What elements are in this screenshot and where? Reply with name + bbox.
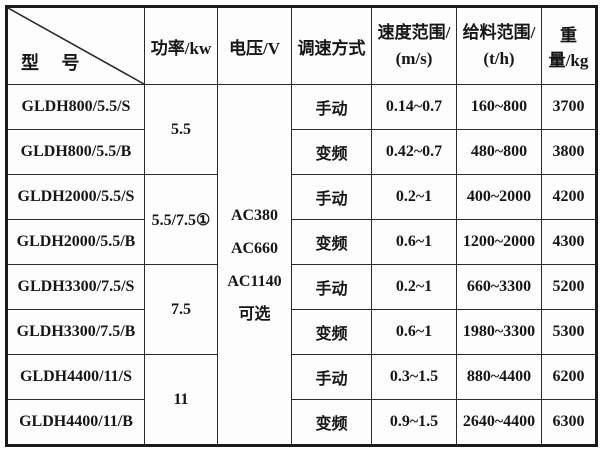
header-power: 功率/kw — [144, 6, 218, 85]
model-cell: GLDH800/5.5/S — [6, 84, 145, 130]
model-cell: GLDH2000/5.5/S — [6, 174, 145, 220]
voltage-line: AC660 — [230, 239, 279, 257]
mode-cell: 变频 — [291, 399, 372, 446]
speed-cell: 0.2~1 — [371, 174, 457, 220]
weight-cell: 3700 — [541, 84, 597, 130]
mode-cell: 手动 — [291, 84, 372, 130]
feed-cell: 880~4400 — [456, 354, 542, 400]
header-speed-line1: 速度范围/ — [377, 23, 451, 42]
feed-cell: 1200~2000 — [456, 219, 542, 265]
speed-cell: 0.42~0.7 — [371, 129, 457, 175]
table-row: GLDH800/5.5/S 5.5 AC380 AC660 AC1140 可选 … — [6, 84, 597, 446]
speed-cell: 0.3~1.5 — [371, 354, 457, 400]
table-row: GLDH800/5.5/B 变频 0.42~0.7 480~800 3800 — [6, 129, 597, 175]
weight-cell: 3800 — [541, 129, 597, 175]
feed-cell: 400~2000 — [456, 174, 542, 220]
table-row: GLDH4400/11/S 11 手动 0.3~1.5 880~4400 620… — [6, 354, 597, 446]
header-row: 型 号 功率/kw 电压/V 调速方式 速度范围/ (m/s) 给料范围/ (t… — [6, 6, 597, 85]
power-cell: 11 — [144, 354, 218, 446]
table-row: GLDH3300/7.5/S 7.5 手动 0.2~1 660~3300 520… — [6, 264, 597, 355]
weight-cell: 6200 — [541, 354, 597, 400]
spec-table: 型 号 功率/kw 电压/V 调速方式 速度范围/ (m/s) 给料范围/ (t… — [5, 5, 598, 447]
model-cell: GLDH3300/7.5/S — [6, 264, 145, 310]
weight-cell: 5300 — [541, 309, 597, 355]
power-cell: 5.5/7.5① — [144, 174, 218, 265]
voltage-line: AC380 — [230, 206, 279, 224]
mode-cell: 变频 — [291, 309, 372, 355]
diagonal-line — [8, 8, 144, 84]
speed-cell: 0.2~1 — [371, 264, 457, 310]
mode-cell: 手动 — [291, 354, 372, 400]
feed-cell: 1980~3300 — [456, 309, 542, 355]
model-cell: GLDH4400/11/S — [6, 354, 145, 400]
model-cell: GLDH800/5.5/B — [6, 129, 145, 175]
speed-cell: 0.14~0.7 — [371, 84, 457, 130]
table-row: GLDH4400/11/B 变频 0.9~1.5 2640~4400 6300 — [6, 399, 597, 446]
voltage-line: 可选 — [238, 305, 271, 323]
corner-header-model: 型 号 — [6, 6, 145, 85]
model-cell: GLDH2000/5.5/B — [6, 219, 145, 265]
voltage-cell: AC380 AC660 AC1140 可选 — [217, 84, 292, 446]
header-mode: 调速方式 — [291, 6, 372, 85]
header-feed-range: 给料范围/ (t/h) — [456, 6, 542, 85]
feed-cell: 160~800 — [456, 84, 542, 130]
mode-cell: 手动 — [291, 174, 372, 220]
weight-cell: 4300 — [541, 219, 597, 265]
model-cell: GLDH3300/7.5/B — [6, 309, 145, 355]
mode-cell: 变频 — [291, 219, 372, 265]
header-feed-line2: (t/h) — [483, 49, 515, 68]
power-cell: 7.5 — [144, 264, 218, 355]
feed-cell: 2640~4400 — [456, 399, 542, 446]
voltage-line: AC1140 — [227, 272, 282, 290]
header-speed-line2: (m/s) — [395, 49, 433, 68]
feed-cell: 480~800 — [456, 129, 542, 175]
weight-cell: 5200 — [541, 264, 597, 310]
table-row: GLDH2000/5.5/S 5.5/7.5① 手动 0.2~1 400~200… — [6, 174, 597, 265]
mode-cell: 手动 — [291, 264, 372, 310]
table-row: GLDH3300/7.5/B 变频 0.6~1 1980~3300 5300 — [6, 309, 597, 355]
header-speed-range: 速度范围/ (m/s) — [371, 6, 457, 85]
power-cell: 5.5 — [144, 84, 218, 175]
mode-cell: 变频 — [291, 129, 372, 175]
weight-cell: 4200 — [541, 174, 597, 220]
model-header-label: 型 号 — [21, 53, 89, 73]
table-row: GLDH2000/5.5/B 变频 0.6~1 1200~2000 4300 — [6, 219, 597, 265]
model-cell: GLDH4400/11/B — [6, 399, 145, 446]
speed-cell: 0.6~1 — [371, 219, 457, 265]
header-weight: 重量/kg — [541, 6, 597, 85]
weight-cell: 6300 — [541, 399, 597, 446]
feed-cell: 660~3300 — [456, 264, 542, 310]
header-feed-line1: 给料范围/ — [462, 23, 536, 42]
speed-cell: 0.9~1.5 — [371, 399, 457, 446]
speed-cell: 0.6~1 — [371, 309, 457, 355]
header-voltage: 电压/V — [217, 6, 292, 85]
